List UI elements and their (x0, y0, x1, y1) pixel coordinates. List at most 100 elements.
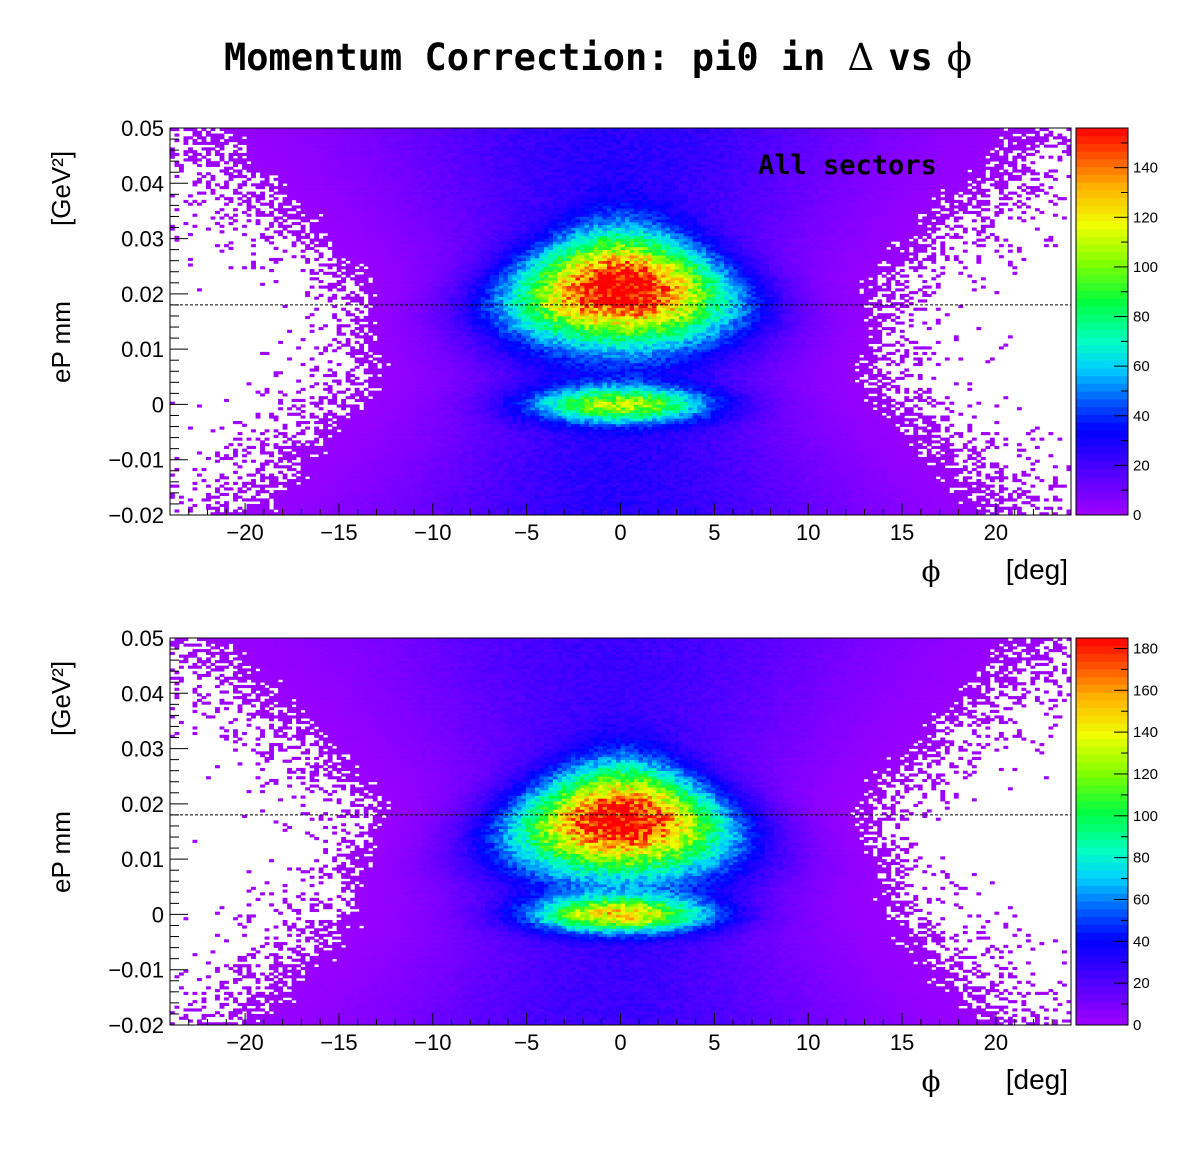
heatmap-cell (310, 203, 315, 206)
heatmap-cell (337, 216, 342, 219)
heatmap-cell (260, 462, 265, 465)
heatmap-cell (278, 258, 283, 261)
heatmap-cell (323, 145, 328, 148)
heatmap-cell (229, 266, 234, 269)
heatmap-cell (220, 186, 225, 189)
heatmap-cell (350, 501, 355, 504)
heatmap-cell (341, 230, 346, 233)
heatmap-cell (242, 509, 247, 512)
heatmap-cell (323, 465, 328, 468)
heatmap-cell (233, 454, 238, 457)
heatmap-cell (337, 219, 342, 222)
heatmap-cell (224, 446, 229, 449)
heatmap-cell (265, 451, 270, 454)
heatmap-cell (323, 415, 328, 418)
heatmap-cell (215, 501, 220, 504)
heatmap-cell (292, 164, 297, 167)
heatmap-cell (310, 172, 315, 175)
heatmap-cell (296, 205, 301, 208)
heatmap-cell (328, 460, 333, 463)
heatmap-cell (233, 493, 238, 496)
heatmap-cell (193, 153, 198, 156)
heatmap-cell (283, 161, 288, 164)
heatmap-cell (319, 435, 324, 438)
heatmap-cell (346, 471, 351, 474)
heatmap-cell (188, 156, 193, 159)
heatmap-cell (274, 490, 279, 493)
heatmap-cell (328, 385, 333, 388)
heatmap-cell (332, 208, 337, 211)
heatmap-cell (346, 449, 351, 452)
heatmap-cell (350, 150, 355, 153)
heatmap-cell (314, 438, 319, 441)
heatmap-cell (211, 161, 216, 164)
heatmap-cell (247, 178, 252, 181)
heatmap-cell (287, 493, 292, 496)
heatmap-cell (188, 158, 193, 161)
heatmap-cell (346, 344, 351, 347)
heatmap-cell (287, 208, 292, 211)
heatmap-cell (260, 169, 265, 172)
heatmap-cell (296, 169, 301, 172)
heatmap-cell (287, 216, 292, 219)
heatmap-cell (328, 465, 333, 468)
heatmap-cell (350, 156, 355, 159)
heatmap-cell (296, 239, 301, 242)
heatmap-cell (305, 485, 310, 488)
heatmap-cell (350, 250, 355, 253)
heatmap-cell (242, 200, 247, 203)
heatmap-cell (211, 216, 216, 219)
heatmap-cell (346, 186, 351, 189)
heatmap-cell (296, 432, 301, 435)
heatmap-cell (188, 136, 193, 139)
heatmap-cell (301, 432, 306, 435)
heatmap-cell (341, 261, 346, 264)
heatmap-cell (269, 134, 274, 137)
heatmap-cell (251, 167, 256, 170)
heatmap-cell (305, 134, 310, 137)
heatmap-cell (193, 158, 198, 161)
heatmap-cell (247, 446, 252, 449)
heatmap-cell (292, 156, 297, 159)
heatmap-cell (305, 186, 310, 189)
heatmap-cell (314, 208, 319, 211)
heatmap-cell (310, 465, 315, 468)
heatmap-cell (350, 396, 355, 399)
heatmap-cell (260, 203, 265, 206)
heatmap-cell (350, 493, 355, 496)
heatmap-cell (233, 208, 238, 211)
heatmap-cell (305, 440, 310, 443)
heatmap-cell (251, 150, 256, 153)
heatmap-cell (215, 183, 220, 186)
heatmap-cell (296, 189, 301, 192)
heatmap-cell (323, 388, 328, 391)
heatmap-cell (292, 493, 297, 496)
heatmap-cell (233, 228, 238, 231)
heatmap-cell (265, 501, 270, 504)
heatmap-cell (278, 150, 283, 153)
heatmap-cell (256, 145, 261, 148)
heatmap-cell (310, 192, 315, 195)
heatmap-cell (265, 153, 270, 156)
heatmap-cell (242, 139, 247, 142)
heatmap-cell (283, 498, 288, 501)
heatmap-cell (269, 454, 274, 457)
heatmap-cell (278, 371, 283, 374)
heatmap-cell (310, 482, 315, 485)
heatmap-cell (305, 205, 310, 208)
heatmap-cell (278, 192, 283, 195)
heatmap-cell (251, 460, 256, 463)
heatmap-cell (341, 438, 346, 441)
heatmap-cell (332, 225, 337, 228)
heatmap-cell (328, 498, 333, 501)
heatmap-cell (332, 476, 337, 479)
heatmap-cell (274, 153, 279, 156)
heatmap-cell (346, 418, 351, 421)
heatmap-cell (260, 214, 265, 217)
heatmap-cell (332, 178, 337, 181)
heatmap-cell (278, 205, 283, 208)
heatmap-cell (350, 471, 355, 474)
heatmap-cell (301, 169, 306, 172)
heatmap-cell (305, 451, 310, 454)
heatmap-cell (287, 230, 292, 233)
